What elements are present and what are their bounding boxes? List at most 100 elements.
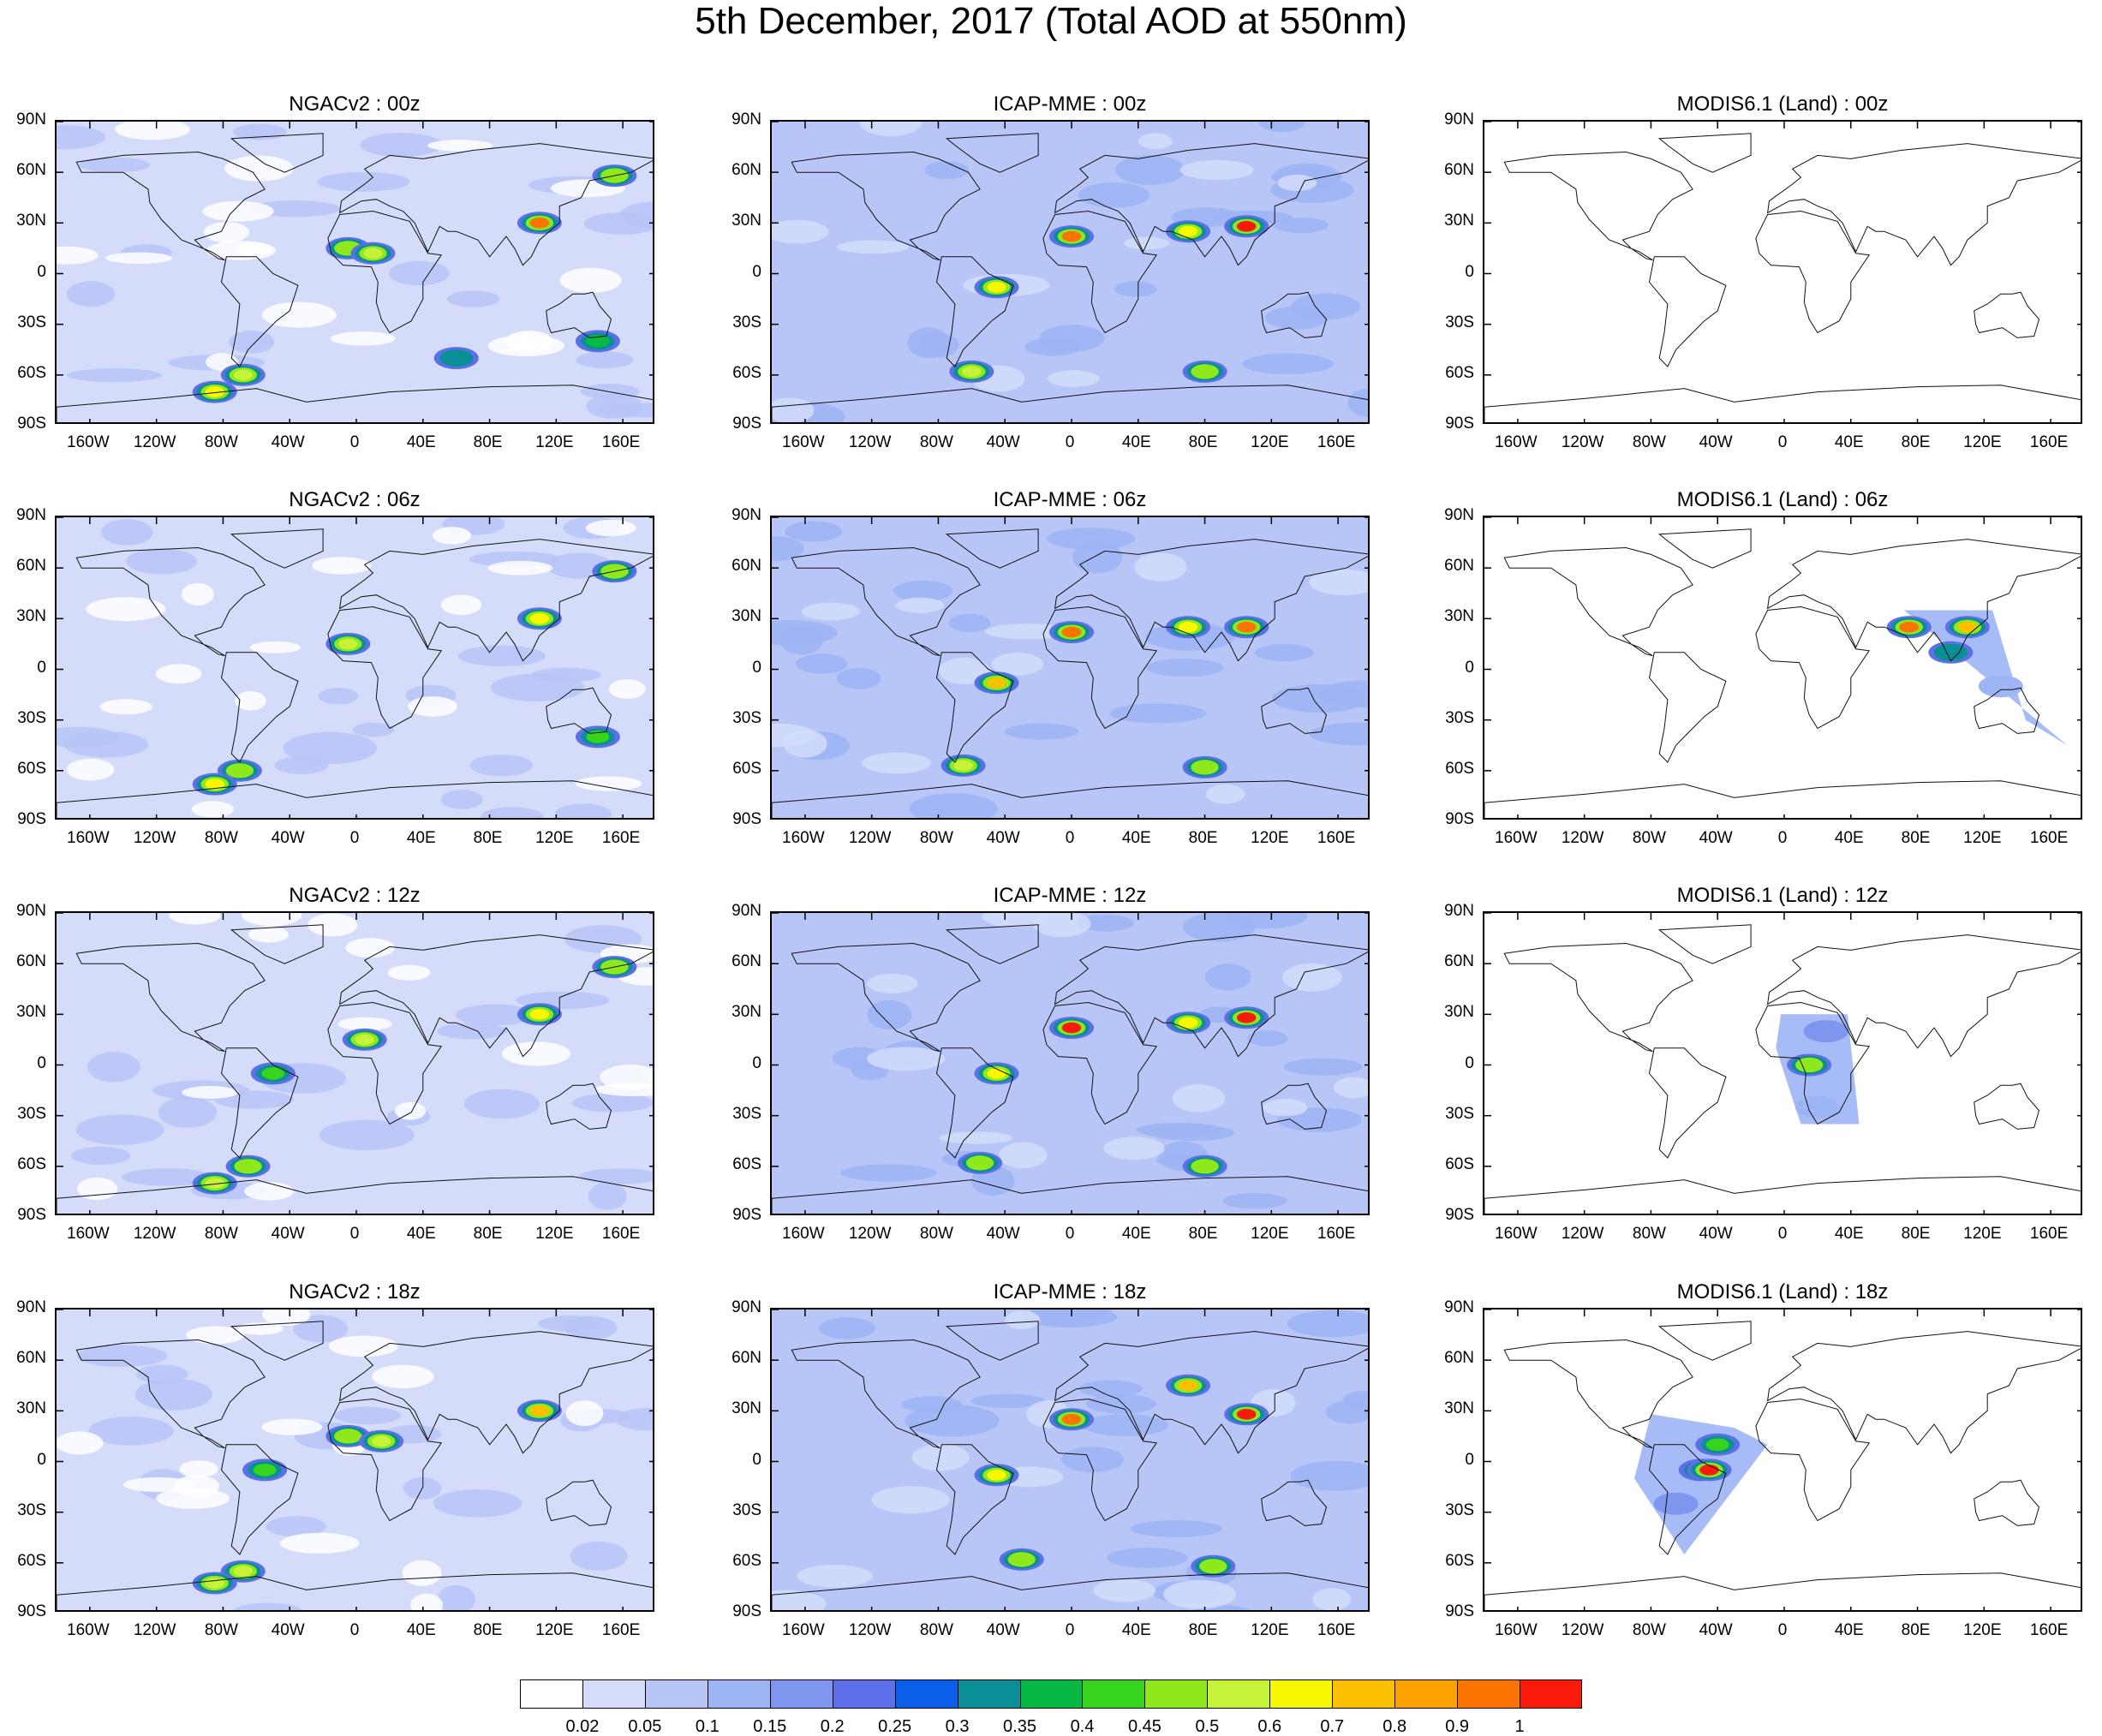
aod-field [318,688,359,705]
aod-field [1312,1588,1352,1610]
aod-field [505,331,553,353]
lat-tick-label: 90S [732,1206,761,1224]
aod-field [1282,963,1342,992]
lat-tick-label: 30N [732,1399,761,1418]
aod-hotspot [987,1068,1006,1079]
lat-tick-label: 90S [732,415,761,433]
coastline [75,1339,266,1449]
aod-field [1024,337,1082,356]
aod-field [57,246,99,265]
lat-tick-label: 90S [17,1602,46,1620]
lon-tick-label: 80W [1632,433,1666,451]
aod-field [191,801,234,818]
aod-field [867,973,918,993]
aod-field [1333,1077,1368,1099]
coastline [935,1444,1014,1555]
lat-tick-label: 30N [1444,607,1474,626]
lon-tick-label: 40E [1834,829,1864,847]
map-plot [57,517,653,818]
aod-hotspot [529,1405,550,1417]
aod-field [233,1602,302,1610]
lat-tick-label: 60N [16,557,46,576]
lon-tick-label: 80E [473,433,503,451]
aod-field [437,1584,476,1610]
lat-tick-label: 30N [16,1399,46,1418]
coastline [1261,1083,1328,1130]
lon-tick-label: 80E [1901,1621,1931,1639]
coastline [772,1572,1368,1610]
lon-tick-label: 120E [1251,829,1289,847]
aod-hotspot [586,335,610,348]
aod-field [538,1315,602,1332]
lat-tick-label: 90N [1444,506,1474,524]
aod-field [1046,528,1136,550]
aod-field [481,807,544,818]
colorbar-label: 0.9 [1445,1717,1470,1736]
lon-tick-label: 160E [2029,829,2069,847]
lat-tick-label: 30S [17,1104,46,1123]
lon-tick-label: 40W [1699,1225,1733,1243]
aod-field [75,1114,164,1145]
lon-tick-label: 120E [1963,1225,2002,1243]
aod-field [801,602,861,621]
aod-field [1247,1030,1288,1047]
aod-field [456,1004,534,1026]
lon-tick-label: 0 [1777,433,1788,451]
lat-tick-label: 30S [17,1500,46,1519]
lon-tick-label: 0 [1065,829,1075,847]
lon-tick-label: 80W [1632,829,1666,847]
lon-tick-label: 0 [349,1621,360,1639]
aod-field [559,267,622,293]
aod-field [1145,659,1224,677]
aod-field [1005,1310,1041,1330]
lon-tick-label: 40E [406,433,436,451]
aod-field [1343,1391,1368,1409]
lat-tick-label: 30S [732,1500,761,1519]
aod-field [772,397,815,422]
coastline [327,1398,443,1522]
aod-field [57,726,119,748]
coastline [327,210,443,334]
coastline [1766,934,2081,1058]
lon-tick-label: 160W [67,829,110,847]
lat-tick-label: 30S [732,313,761,331]
aod-hotspot [363,248,383,260]
aod-hotspot [953,760,973,772]
lat-tick-label: 60N [16,161,46,180]
coastline [1503,151,1693,261]
lon-tick-label: 120W [1561,1621,1604,1639]
map-panel: MODIS6.1 (Land) : 12z 90N 60N 30N 0 30S 60S 90S… [1444,884,2082,1243]
coastline [935,652,1014,763]
lon-tick-label: 40W [1699,829,1733,847]
aod-field [772,536,804,562]
aod-field [1274,218,1329,233]
panel-title: NGACv2 : 06z [289,488,421,511]
lon-tick-label: 160E [2029,433,2069,451]
panel-title: MODIS6.1 (Land) : 06z [1676,488,1889,511]
aod-field [911,1443,970,1471]
aod-field [1078,1380,1143,1398]
lon-tick-label: 80W [204,1621,238,1639]
aod-field [57,1431,104,1455]
lon-tick-label: 80W [1632,1225,1666,1243]
aod-hotspot [987,677,1006,689]
colorbar-label: 0.4 [1070,1717,1095,1736]
aod-field [1060,1447,1125,1472]
colorbar-label: 0.3 [945,1717,970,1736]
aod-field [1093,1578,1156,1602]
aod-field [432,527,472,545]
lat-tick-label: 30S [1445,1104,1474,1123]
colorbar-box [582,1679,645,1709]
aod-field [387,964,431,981]
coastline [772,385,1368,422]
aod-field [440,594,482,616]
aod-hotspot [1799,1059,1819,1071]
aod-field [1123,236,1170,250]
aod-hotspot [1195,761,1215,773]
coastline [1766,143,2081,266]
lon-tick-label: 40W [1699,433,1733,451]
aod-field [99,699,152,715]
lat-tick-label: 90N [1444,902,1474,920]
lat-tick-label: 60N [1444,952,1474,971]
aod-field [819,1317,875,1339]
